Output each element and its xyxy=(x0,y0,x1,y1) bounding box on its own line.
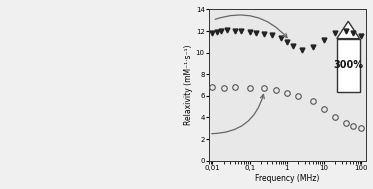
X-axis label: Frequency (MHz): Frequency (MHz) xyxy=(255,174,319,183)
FancyArrowPatch shape xyxy=(211,94,264,134)
FancyArrowPatch shape xyxy=(215,15,287,38)
Y-axis label: Relaxivity (mM⁻¹·s⁻¹): Relaxivity (mM⁻¹·s⁻¹) xyxy=(184,45,193,125)
Polygon shape xyxy=(337,21,360,39)
Text: 300%: 300% xyxy=(333,60,363,70)
Polygon shape xyxy=(337,39,360,91)
